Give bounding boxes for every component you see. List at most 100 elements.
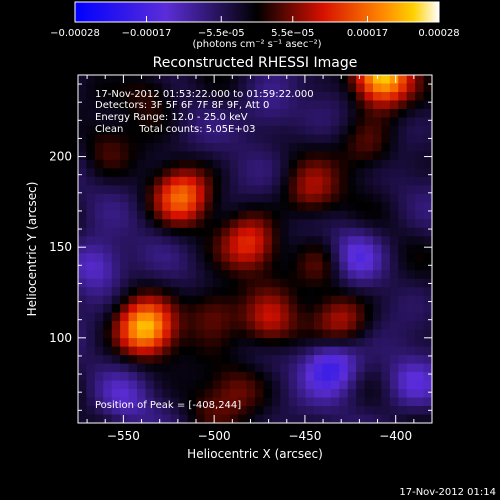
heatmap-cell xyxy=(170,142,180,152)
heatmap-cell xyxy=(271,202,281,212)
heatmap-cell xyxy=(263,176,273,186)
heatmap-cell xyxy=(347,397,357,407)
heatmap-cell xyxy=(314,261,324,271)
heatmap-cell xyxy=(255,244,265,254)
heatmap-cell xyxy=(162,329,172,339)
heatmap-cell xyxy=(322,91,332,102)
heatmap-cell xyxy=(187,244,197,254)
heatmap-cell xyxy=(314,270,324,280)
heatmap-cell xyxy=(162,193,172,203)
heatmap-cell xyxy=(103,414,113,423)
heatmap-cell xyxy=(238,397,248,407)
heatmap-cell xyxy=(94,100,104,110)
heatmap-cell xyxy=(263,202,273,212)
heatmap-cell xyxy=(187,117,197,127)
heatmap-cell xyxy=(255,304,265,314)
heatmap-cell xyxy=(297,193,307,203)
heatmap-cell xyxy=(297,414,307,423)
heatmap-cell xyxy=(297,329,307,339)
heatmap-cell xyxy=(373,321,383,331)
heatmap-cell xyxy=(246,363,256,373)
heatmap-cell xyxy=(128,142,138,152)
heatmap-cell xyxy=(212,202,222,212)
heatmap-cell xyxy=(229,134,239,144)
heatmap-cell xyxy=(297,372,307,382)
heatmap-cell xyxy=(86,202,96,212)
heatmap-cell xyxy=(330,236,340,246)
heatmap-cell xyxy=(145,125,155,136)
heatmap-cell xyxy=(263,125,273,136)
heatmap-cell xyxy=(423,75,432,85)
heatmap-cell xyxy=(137,108,147,119)
heatmap-cell xyxy=(280,414,290,423)
heatmap-cell xyxy=(347,91,357,102)
heatmap-cell xyxy=(389,372,399,382)
heatmap-cell xyxy=(364,372,374,382)
heatmap-cell xyxy=(86,372,96,382)
heatmap-cell xyxy=(297,287,307,297)
heatmap-cell xyxy=(423,338,432,348)
heatmap-cell xyxy=(162,91,172,102)
heatmap-cell xyxy=(120,312,130,322)
heatmap-cell xyxy=(389,100,399,110)
heatmap-cell xyxy=(364,219,374,229)
heatmap-cell xyxy=(204,185,214,195)
colorbar-tick-label: −0.00017 xyxy=(122,28,172,39)
heatmap-cell xyxy=(162,75,172,85)
heatmap-cell xyxy=(111,329,121,339)
heatmap-cell xyxy=(179,389,189,399)
heatmap-cell xyxy=(145,389,155,399)
heatmap-cell xyxy=(162,321,172,331)
heatmap-cell xyxy=(330,185,340,195)
heatmap-cell xyxy=(162,219,172,229)
heatmap-cell xyxy=(398,236,408,246)
heatmap-cell xyxy=(179,380,189,390)
heatmap-cell xyxy=(212,304,222,314)
heatmap-cell xyxy=(187,185,197,195)
heatmap-cell xyxy=(78,176,88,186)
heatmap-cell xyxy=(162,185,172,195)
heatmap-cell xyxy=(170,100,180,110)
heatmap-cell xyxy=(212,142,222,152)
heatmap-cell xyxy=(389,312,399,322)
heatmap-cell xyxy=(280,329,290,339)
heatmap-cell xyxy=(423,134,432,144)
heatmap-cell xyxy=(364,287,374,297)
heatmap-cell xyxy=(246,151,256,161)
heatmap-cell xyxy=(162,261,172,271)
heatmap-cell xyxy=(212,414,222,423)
heatmap-cell xyxy=(398,312,408,322)
heatmap-cell xyxy=(415,159,425,169)
heatmap-cell xyxy=(238,406,248,416)
heatmap-cell xyxy=(406,185,416,195)
heatmap-cell xyxy=(263,363,273,373)
heatmap-cell xyxy=(145,202,155,212)
heatmap-cell xyxy=(120,193,130,203)
heatmap-cell xyxy=(94,244,104,254)
heatmap-cell xyxy=(330,338,340,348)
heatmap-cell xyxy=(238,134,248,144)
heatmap-cell xyxy=(221,125,231,136)
heatmap-cell xyxy=(381,193,391,203)
heatmap-cell xyxy=(120,346,130,356)
heatmap-cell xyxy=(381,295,391,305)
heatmap-cell xyxy=(103,227,113,237)
heatmap-cell xyxy=(86,227,96,237)
x-axis-ticks xyxy=(86,75,433,423)
heatmap-cell xyxy=(288,270,298,280)
heatmap-cell xyxy=(297,108,307,119)
heatmap-cell xyxy=(229,261,239,271)
heatmap-cell xyxy=(373,108,383,119)
heatmap-cell xyxy=(415,142,425,152)
heatmap-cell xyxy=(86,253,96,263)
heatmap-cell xyxy=(415,270,425,280)
heatmap-cell xyxy=(255,108,265,119)
heatmap-cell xyxy=(111,142,121,152)
heatmap-cell xyxy=(246,329,256,339)
heatmap-cell xyxy=(415,312,425,322)
heatmap-cell xyxy=(406,397,416,407)
heatmap-cell xyxy=(356,219,366,229)
heatmap-cell xyxy=(78,406,88,416)
heatmap-cell xyxy=(356,338,366,348)
heatmap-cell xyxy=(255,227,265,237)
